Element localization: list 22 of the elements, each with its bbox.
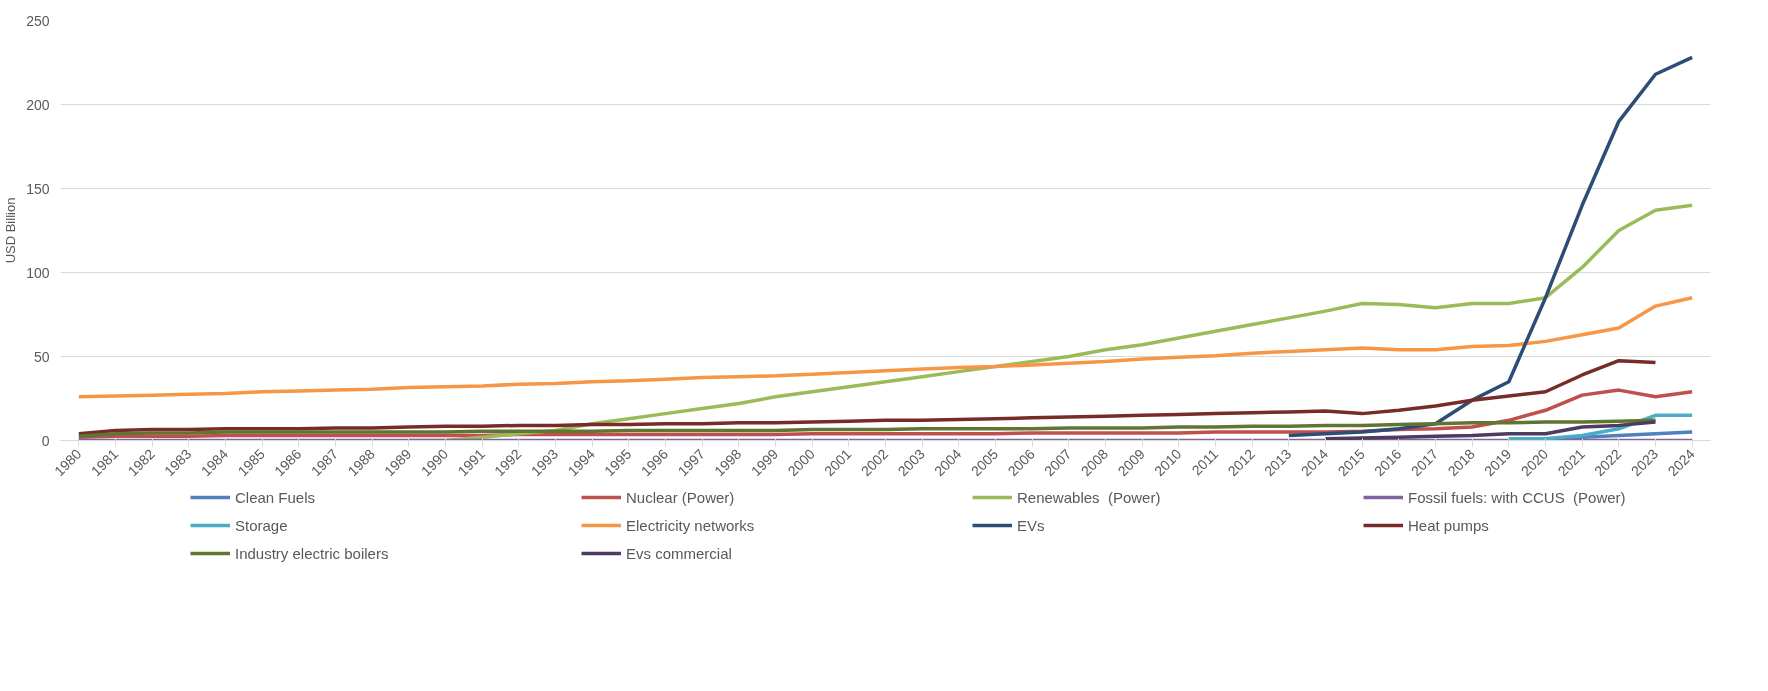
- legend-label: EVs: [1017, 516, 1046, 534]
- line-series: [1323, 420, 1658, 441]
- legend-label: Fossil fuels: with CCUS (Power): [1408, 488, 1627, 506]
- legend-label: Evs commercial: [626, 544, 733, 562]
- line-series: [77, 295, 1694, 399]
- y-tick-label: 200: [26, 96, 50, 113]
- y-axis-title: USD Billion: [3, 197, 19, 264]
- y-tick-label: 250: [26, 12, 50, 29]
- y-tick-label: 150: [26, 180, 50, 197]
- legend-label: Storage: [235, 516, 289, 534]
- line-series: [77, 358, 1658, 436]
- legend-label: Clean Fuels: [235, 488, 317, 506]
- y-tick-label: 100: [26, 264, 50, 281]
- legend-label: Industry electric boilers: [235, 544, 390, 562]
- y-tick-label: 0: [41, 432, 50, 449]
- y-tick-label: 50: [33, 348, 50, 365]
- legend-label: Heat pumps: [1408, 516, 1490, 534]
- legend-label: Nuclear (Power): [626, 488, 736, 506]
- legend-label: Renewables (Power): [1017, 488, 1162, 506]
- legend-label: Electricity networks: [626, 516, 756, 534]
- line-series: [1287, 55, 1694, 438]
- line-series: [77, 418, 1658, 439]
